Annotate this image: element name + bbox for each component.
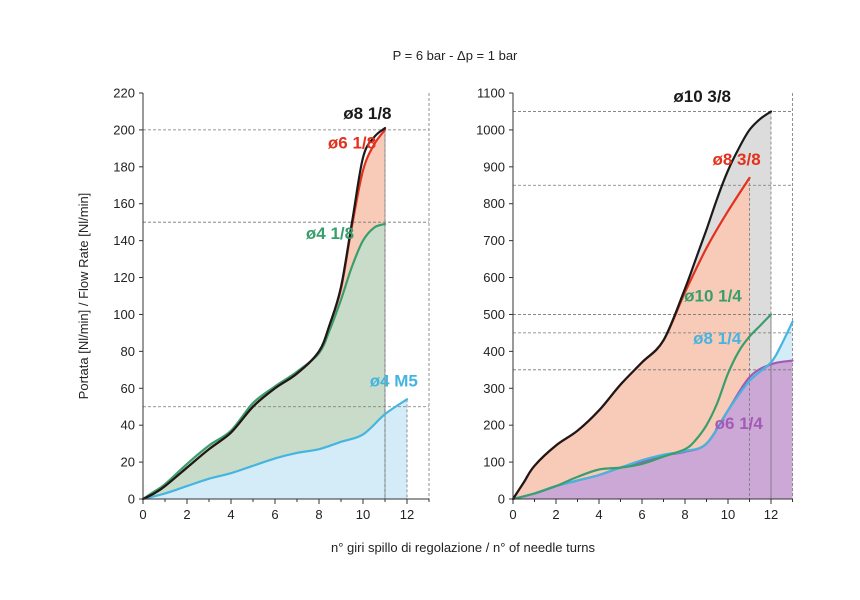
series-line-2 xyxy=(141,222,387,501)
y-tick-label: 220 xyxy=(113,86,135,101)
area-fill-series-3 xyxy=(143,399,407,499)
y-tick-label: 700 xyxy=(483,233,505,248)
reference-lines xyxy=(513,93,793,499)
y-tick-label: 200 xyxy=(113,122,135,137)
x-axis-label: n° giri spillo di regolazione / n° of ne… xyxy=(331,540,596,555)
y-tick-label: 400 xyxy=(483,344,505,359)
series-label: ø8 1/4 xyxy=(693,329,742,348)
axes: 0 20 40 60 80 100 120 140 160 180 200 220 0 2 4 6 8 10 12 xyxy=(113,86,430,522)
series-label: ø4 M5 xyxy=(370,371,418,390)
series-label: ø10 1/4 xyxy=(684,287,742,306)
y-axis-label: Portata [Nl/min] / Flow Rate [Nl/min] xyxy=(76,193,91,400)
y-tick-label: 100 xyxy=(113,307,135,322)
area-fills xyxy=(143,129,407,499)
area-fills xyxy=(513,111,793,499)
x-tick-label: 10 xyxy=(356,507,370,522)
chart-title: P = 6 bar - Δp = 1 bar xyxy=(393,48,518,63)
x-tick-label: 8 xyxy=(681,507,688,522)
y-tick-label: 800 xyxy=(483,196,505,211)
y-tick-label: 0 xyxy=(128,492,135,507)
series-labels: ø10 3/8 ø8 3/8 ø10 1/4 ø8 1/4 ø6 1/4 xyxy=(673,87,763,433)
area-fill-series-1 xyxy=(513,177,750,499)
axes: 0 100 200 300 400 500 600 700 800 900 1000 1100 0 2 4 6… xyxy=(476,86,793,522)
y-tick-label: 200 xyxy=(483,418,505,433)
x-tick-label: 6 xyxy=(271,507,278,522)
series-line-2 xyxy=(511,313,773,501)
y-tick-label: 0 xyxy=(498,492,505,507)
y-tick-label: 20 xyxy=(121,455,135,470)
y-tick-label: 80 xyxy=(121,344,135,359)
y-tick-label: 300 xyxy=(483,381,505,396)
right-chart-panel: 0 100 200 300 400 500 600 700 800 900 1000 1100 0 2 4 6… xyxy=(476,86,794,522)
y-tick-label: 60 xyxy=(121,381,135,396)
y-tick-label: 900 xyxy=(483,159,505,174)
series-label: ø8 1/8 xyxy=(343,104,391,123)
y-tick-label: 1100 xyxy=(477,86,505,101)
series-labels: ø8 1/8 ø6 1/8 ø4 1/8 ø4 M5 xyxy=(306,104,418,391)
series-label: ø4 1/8 xyxy=(306,224,354,243)
x-tick-label: 8 xyxy=(315,507,322,522)
y-tick-label: 600 xyxy=(483,270,505,285)
x-tick-label: 4 xyxy=(227,507,234,522)
left-chart-panel: 0 20 40 60 80 100 120 140 160 180 200 220 0 2 4 6 8 10 12 ø… xyxy=(113,86,430,522)
x-tick-label: 4 xyxy=(595,507,602,522)
x-tick-label: 12 xyxy=(764,507,778,522)
x-tick-label: 0 xyxy=(509,507,516,522)
x-tick-label: 6 xyxy=(638,507,645,522)
reference-lines xyxy=(143,93,430,499)
series-label: ø6 1/8 xyxy=(328,133,376,152)
series-label: ø8 3/8 xyxy=(712,150,760,169)
y-tick-label: 180 xyxy=(113,159,135,174)
y-tick-label: 140 xyxy=(113,233,135,248)
series-line-3 xyxy=(141,398,409,501)
series-lines xyxy=(141,127,409,501)
y-tick-label: 40 xyxy=(121,418,135,433)
y-tick-label: 100 xyxy=(483,455,505,470)
series-line-0 xyxy=(141,127,387,501)
series-line-0 xyxy=(511,110,773,501)
series-lines xyxy=(511,110,794,501)
area-fill-series-2 xyxy=(143,224,385,499)
y-tick-label: 1000 xyxy=(476,122,505,137)
x-tick-label: 12 xyxy=(400,507,414,522)
y-tick-label: 500 xyxy=(483,307,505,322)
series-label: ø6 1/4 xyxy=(715,414,764,433)
y-tick-label: 160 xyxy=(113,196,135,211)
x-tick-label: 2 xyxy=(552,507,559,522)
x-tick-label: 2 xyxy=(183,507,190,522)
series-label: ø10 3/8 xyxy=(673,87,731,106)
y-tick-label: 120 xyxy=(113,270,135,285)
area-fill-series-4 xyxy=(513,360,793,499)
x-tick-label: 0 xyxy=(139,507,146,522)
x-tick-label: 10 xyxy=(721,507,735,522)
